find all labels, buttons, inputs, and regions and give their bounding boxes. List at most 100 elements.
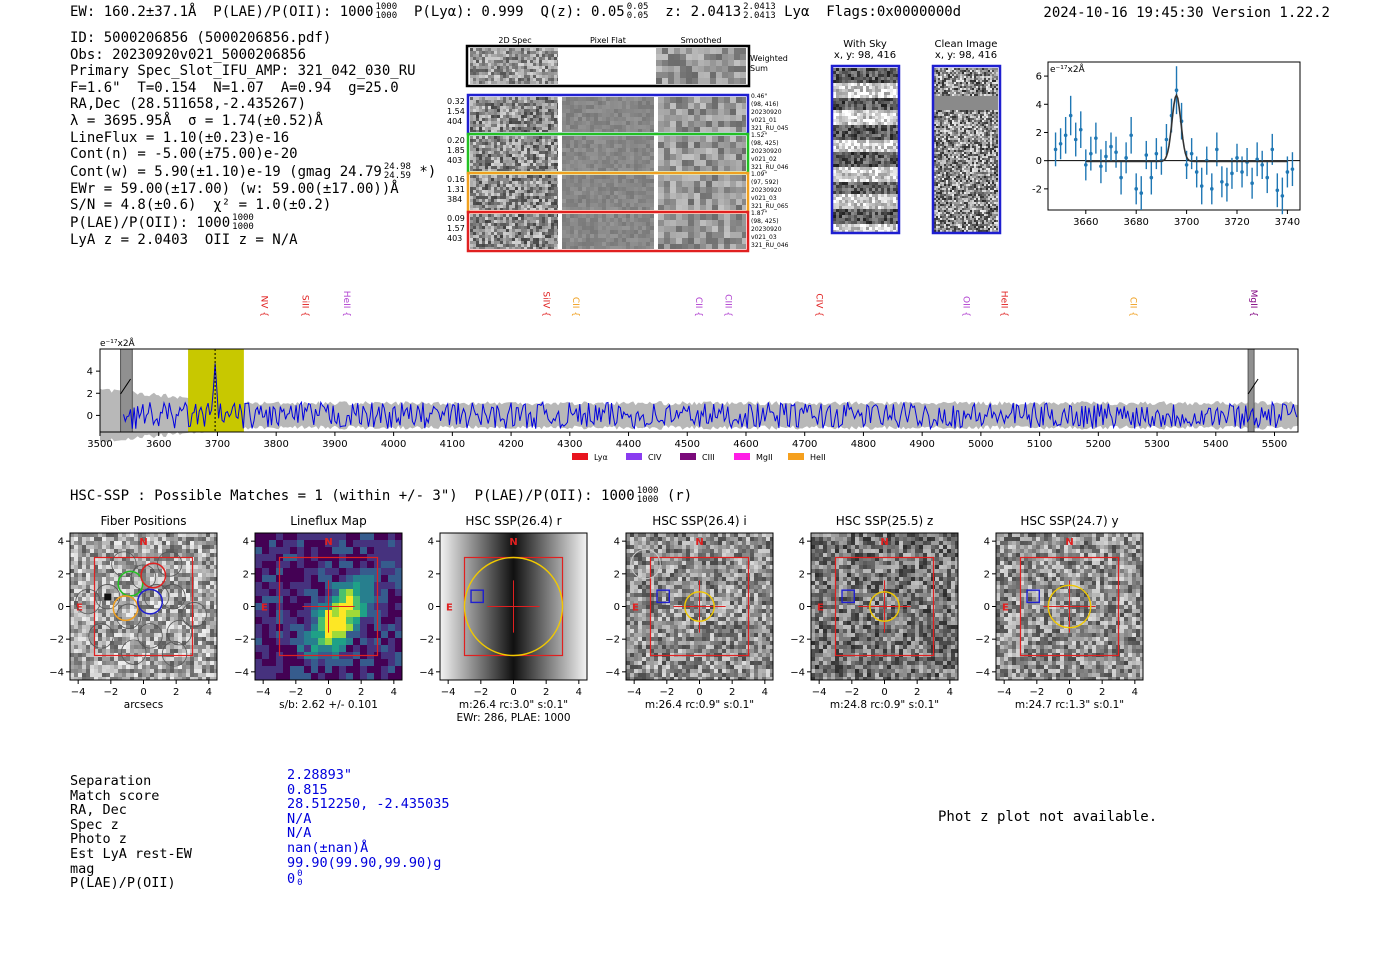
clean-frame	[931, 64, 1002, 235]
spectrum-line	[123, 363, 1298, 431]
match-label: Match score	[70, 787, 160, 804]
hsc-xtick-label: −4	[441, 687, 456, 698]
photz-message: Phot z plot not available.	[938, 809, 1158, 825]
line-mark-label: SiII {	[300, 295, 310, 317]
zoom-point	[1114, 150, 1118, 155]
hsc-ytick-label: 0	[58, 602, 64, 613]
full-xtick-label: 5500	[1262, 439, 1287, 450]
neighbor-circle	[630, 548, 661, 580]
line-mark-label: CII {	[693, 297, 703, 317]
hsc-ytick-label: −2	[234, 635, 249, 646]
zoom-point	[1099, 164, 1103, 169]
match-marker	[656, 589, 670, 604]
fiber-2d-noise	[470, 136, 558, 171]
fiber-row-left-value: 1.54	[447, 107, 465, 116]
z-value: z: 2.0413	[665, 4, 742, 20]
fiber-row-right-value: v021_03	[751, 234, 777, 241]
compass-n: N	[324, 537, 332, 548]
hsc-ytick-label: −2	[605, 635, 620, 646]
weighted-flat	[558, 48, 656, 84]
zoom-point	[1174, 88, 1179, 92]
fiber-row-left-value: 384	[447, 195, 462, 204]
with-sky-title: With Sky	[843, 39, 887, 50]
zoom-point	[1199, 184, 1204, 188]
zoom-point	[1265, 175, 1270, 180]
compass-n: N	[1065, 537, 1073, 548]
clean-xy: x, y: 98, 416	[935, 50, 997, 61]
full-xtick-label: 5400	[1203, 439, 1228, 450]
hsc-xtick-label: 2	[914, 687, 920, 698]
hsc-ytick-label: −2	[49, 635, 64, 646]
zoom-point	[1078, 127, 1083, 132]
hsc-ytick-label: 4	[799, 537, 805, 548]
zoom-ytick-label: 2	[1036, 128, 1042, 139]
fiber-row-right-value: 20230920	[751, 187, 782, 194]
compass-e: E	[632, 603, 639, 614]
hsc-ytick-label: 2	[984, 569, 990, 580]
hsc-panel-noise	[626, 533, 773, 680]
hsc-xtick-label: 2	[173, 687, 179, 698]
zoom-point	[1068, 113, 1073, 118]
hsc-ytick-label: −4	[975, 667, 990, 678]
hsc-ytick-label: 2	[58, 569, 64, 580]
fiber-row-left-value: 403	[447, 234, 462, 243]
line-mark-label: HeII {	[999, 291, 1009, 317]
zoom-point	[1058, 141, 1063, 146]
zoom-point	[1073, 137, 1078, 142]
compass-n: N	[139, 537, 147, 548]
hsc-xtick-label: 0	[325, 687, 331, 698]
full-xtick-label: 3500	[87, 439, 112, 450]
hsc-ytick-label: 0	[984, 602, 990, 613]
hsc-panel-title: HSC SSP(24.7) y	[1020, 514, 1118, 528]
hsc-panel-noise	[70, 533, 217, 680]
fiber-circle	[130, 564, 157, 590]
hsc-panel-caption2: EWr: 286, PLAE: 1000	[456, 712, 570, 724]
fiber-circle	[161, 641, 188, 667]
hsc-imaging-panels: Fiber Positions N E −4 −4 −2 −2 0 0 2 2 4 4 arcsecs Li…	[49, 514, 1144, 724]
fiber-smooth-noise	[658, 136, 746, 171]
full-xtick-label: 4800	[851, 439, 876, 450]
fiber-smooth-noise	[658, 97, 746, 132]
match-value: 2.28893"	[287, 767, 353, 783]
line-mark-label: CII {	[570, 297, 580, 317]
match-label: RA, Dec	[70, 802, 127, 819]
fiber-red	[140, 562, 167, 589]
zoom-xtick-label: 3680	[1123, 217, 1148, 228]
masked-band-hatch	[120, 378, 131, 395]
fiber-circle	[121, 639, 147, 665]
fiber-row-right-value: v021_03	[751, 195, 777, 202]
zoom-line-chart: 3660 3680 3700 3720 3740 -2 0 2 4 6 e⁻¹⁷x2Å	[1032, 61, 1301, 228]
fiber-row-right-value: 1.87"	[751, 210, 767, 217]
legend-swatch	[626, 453, 642, 460]
info-contw: Cont(w) = 5.90(±1.10)e-19 (gmag 24.79 24.…	[70, 161, 437, 181]
zoom-xtick-label: 3740	[1275, 217, 1300, 228]
zoom-point	[1275, 188, 1280, 193]
line-window-band	[188, 349, 244, 432]
info-obs: Obs: 20230920v021_5000206856	[70, 46, 307, 63]
hsc-xtick-label: 4	[1132, 687, 1138, 698]
hsc-panel-title: Lineflux Map	[290, 514, 366, 528]
hsc-ytick-label: −4	[605, 667, 620, 678]
counterpart-ellipse	[869, 591, 900, 622]
compass-n: N	[880, 537, 888, 548]
match-value: 99.90(99.90,99.90)g	[287, 854, 442, 871]
zoom-point	[1119, 175, 1123, 180]
zoom-point	[1189, 151, 1194, 156]
zoom-point	[1164, 137, 1169, 142]
zoom-xtick-label: 3720	[1224, 217, 1249, 228]
full-xtick-label: 3600	[146, 439, 171, 450]
weighted-label: Weighted	[750, 54, 788, 63]
legend-swatch	[788, 453, 804, 460]
line-mark-label: OII {	[960, 296, 970, 317]
fiber-row-right-value: (98, 425)	[751, 218, 779, 225]
zoom-point	[1260, 163, 1264, 167]
hsc-xtick-label: 4	[762, 687, 768, 698]
zoom-xtick-label: 3700	[1174, 217, 1199, 228]
fiber-row-left-value: 403	[447, 156, 462, 165]
hsc-xtick-label: −2	[659, 687, 674, 698]
fiber-row-right-value: v021_02	[751, 156, 777, 163]
compass-e: E	[1002, 603, 1009, 614]
hsc-ytick-label: 0	[243, 602, 249, 613]
zoom-point	[1124, 156, 1128, 160]
